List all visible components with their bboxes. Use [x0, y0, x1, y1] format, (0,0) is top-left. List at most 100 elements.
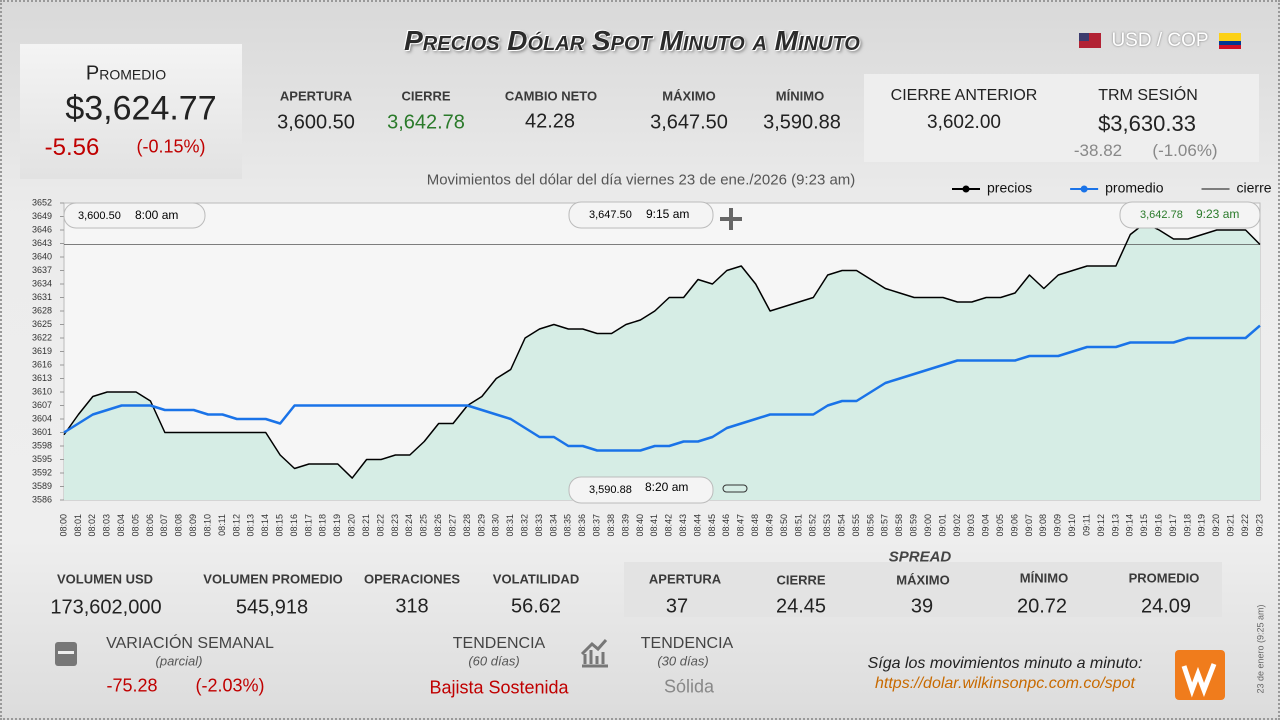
- x-tick-label: 08:27: [447, 514, 457, 537]
- x-tick-label: 08:45: [707, 514, 717, 537]
- x-tick-label: 08:59: [909, 514, 919, 537]
- annotation-time: 9:23 am: [1196, 207, 1239, 221]
- prev-close-value: 3,602.00: [927, 112, 1001, 133]
- plot: 3586 3589 3592 3595 3598 3601 3604 3607 3610 3613…: [32, 197, 1264, 536]
- annotation-box: [1119, 201, 1261, 229]
- spread-label: MÁXIMO: [896, 572, 950, 588]
- spread-value: 20.72: [1016, 595, 1068, 618]
- legend-dot: [1080, 185, 1088, 193]
- annotation-box: [568, 476, 714, 504]
- x-tick-label: 08:56: [865, 514, 875, 537]
- x-tick-label: 08:04: [116, 514, 126, 537]
- cta: Síga los movimientos minuto a minuto:: [867, 655, 1143, 672]
- x-tick-label: 08:25: [419, 514, 429, 537]
- x-tick-label: 08:09: [188, 514, 198, 537]
- x-tick-label: 08:07: [159, 514, 169, 537]
- annotation-time: 8:00 am: [135, 208, 178, 222]
- x-tick-label: 08:46: [721, 514, 731, 537]
- x-tick-label: 08:13: [246, 514, 256, 537]
- x-tick-label: 08:01: [73, 514, 83, 537]
- prev-close-label: CIERRE ANTERIOR: [890, 87, 1038, 104]
- x-tick-label: 08:11: [217, 514, 227, 536]
- co-flag-yellow: [1219, 33, 1241, 41]
- stat-value: 42.28: [524, 110, 576, 133]
- y-tick-label: 3589: [32, 481, 52, 491]
- us-flag-canton: [1079, 33, 1089, 41]
- volume-value: 545,918: [235, 596, 309, 619]
- y-tick-label: 3595: [32, 454, 52, 464]
- y-tick-label: 3631: [32, 292, 52, 302]
- volume-label: VOLUMEN PROMEDIO: [203, 571, 343, 587]
- annotation-time: 9:15 am: [646, 207, 689, 221]
- x-tick-label: 08:21: [361, 514, 371, 537]
- stat-value: 3,600.50: [277, 111, 355, 134]
- trend-value: Bajista Sostenida: [429, 677, 569, 698]
- calendar-icon-line: [58, 651, 74, 654]
- x-tick-label: 09:07: [1024, 514, 1034, 537]
- spread-label: MÍNIMO: [1019, 570, 1069, 586]
- trend-note: (30 días): [657, 653, 709, 669]
- x-tick-label: 09:01: [937, 514, 947, 537]
- volume-value: 56.62: [510, 595, 562, 618]
- x-tick-label: 09:10: [1067, 514, 1077, 537]
- spread-label: CIERRE: [776, 572, 826, 588]
- url[interactable]: https://dolar.wilkinsonpc.com.co/spot: [875, 675, 1135, 692]
- spread-label: APERTURA: [648, 571, 722, 587]
- trend-note: (60 días): [468, 653, 520, 669]
- x-tick-label: 08:24: [404, 514, 414, 537]
- y-tick-label: 3613: [32, 373, 52, 383]
- trm-change: -38.82: [1073, 141, 1123, 160]
- trm-value: $3,630.33: [1098, 111, 1196, 136]
- x-tick-label: 08:03: [102, 514, 112, 537]
- x-tick-label: 08:12: [231, 514, 241, 537]
- weekly-note: (parcial): [155, 653, 203, 669]
- y-tick-label: 3616: [32, 359, 52, 369]
- logo-mark: [1181, 663, 1217, 698]
- x-tick-label: 09:03: [966, 514, 976, 537]
- x-tick-label: 08:17: [303, 514, 313, 537]
- x-tick-label: 09:06: [1009, 514, 1019, 537]
- x-tick-label: 08:05: [130, 514, 140, 537]
- trend-label: TENDENCIA: [640, 635, 734, 652]
- x-tick-label: 08:49: [764, 514, 774, 537]
- stat-value: 3,590.88: [763, 111, 841, 134]
- x-tick-label: 08:36: [577, 514, 587, 537]
- promedio-change: -5.56: [44, 134, 100, 161]
- stat-label: MÁXIMO: [662, 88, 716, 104]
- volume-value: 173,602,000: [50, 596, 162, 619]
- x-tick-label: 09:12: [1096, 514, 1106, 537]
- annotation-box: [568, 201, 714, 229]
- x-tick-label: 08:29: [476, 514, 486, 537]
- x-tick-label: 08:34: [548, 514, 558, 537]
- x-tick-label: 08:20: [347, 514, 357, 537]
- y-tick-label: 3640: [32, 251, 52, 261]
- x-tick-label: 09:16: [1154, 514, 1164, 537]
- trend-label: TENDENCIA: [452, 635, 546, 652]
- x-tick-label: 08:16: [289, 514, 299, 537]
- co-flag-red: [1219, 45, 1241, 49]
- x-tick-label: 08:57: [880, 514, 890, 537]
- x-tick-label: 09:14: [1125, 514, 1135, 537]
- co-flag-blue: [1219, 41, 1241, 45]
- volume-label: OPERACIONES: [363, 571, 461, 587]
- spread-value: 39: [910, 595, 934, 618]
- x-tick-label: 09:11: [1081, 514, 1091, 536]
- x-tick-label: 08:53: [822, 514, 832, 537]
- y-tick-label: 3649: [32, 211, 52, 221]
- y-tick-label: 3628: [32, 305, 52, 315]
- x-tick-label: 08:10: [202, 514, 212, 537]
- annotation-value: 3,590.88: [589, 484, 632, 496]
- scroll-handle[interactable]: [722, 484, 748, 493]
- y-tick-label: 3646: [32, 224, 52, 234]
- x-tick-label: 08:14: [260, 514, 270, 537]
- annotation-value: 3,642.78: [1140, 209, 1183, 221]
- x-tick-label: 08:40: [635, 514, 645, 537]
- trend-icon: [580, 639, 608, 668]
- legend-dot: [962, 185, 970, 193]
- x-tick-label: 08:18: [318, 514, 328, 537]
- x-tick-label: 09:04: [981, 514, 991, 537]
- x-tick-label: 08:26: [433, 514, 443, 537]
- zoom-cross[interactable]: [720, 208, 742, 230]
